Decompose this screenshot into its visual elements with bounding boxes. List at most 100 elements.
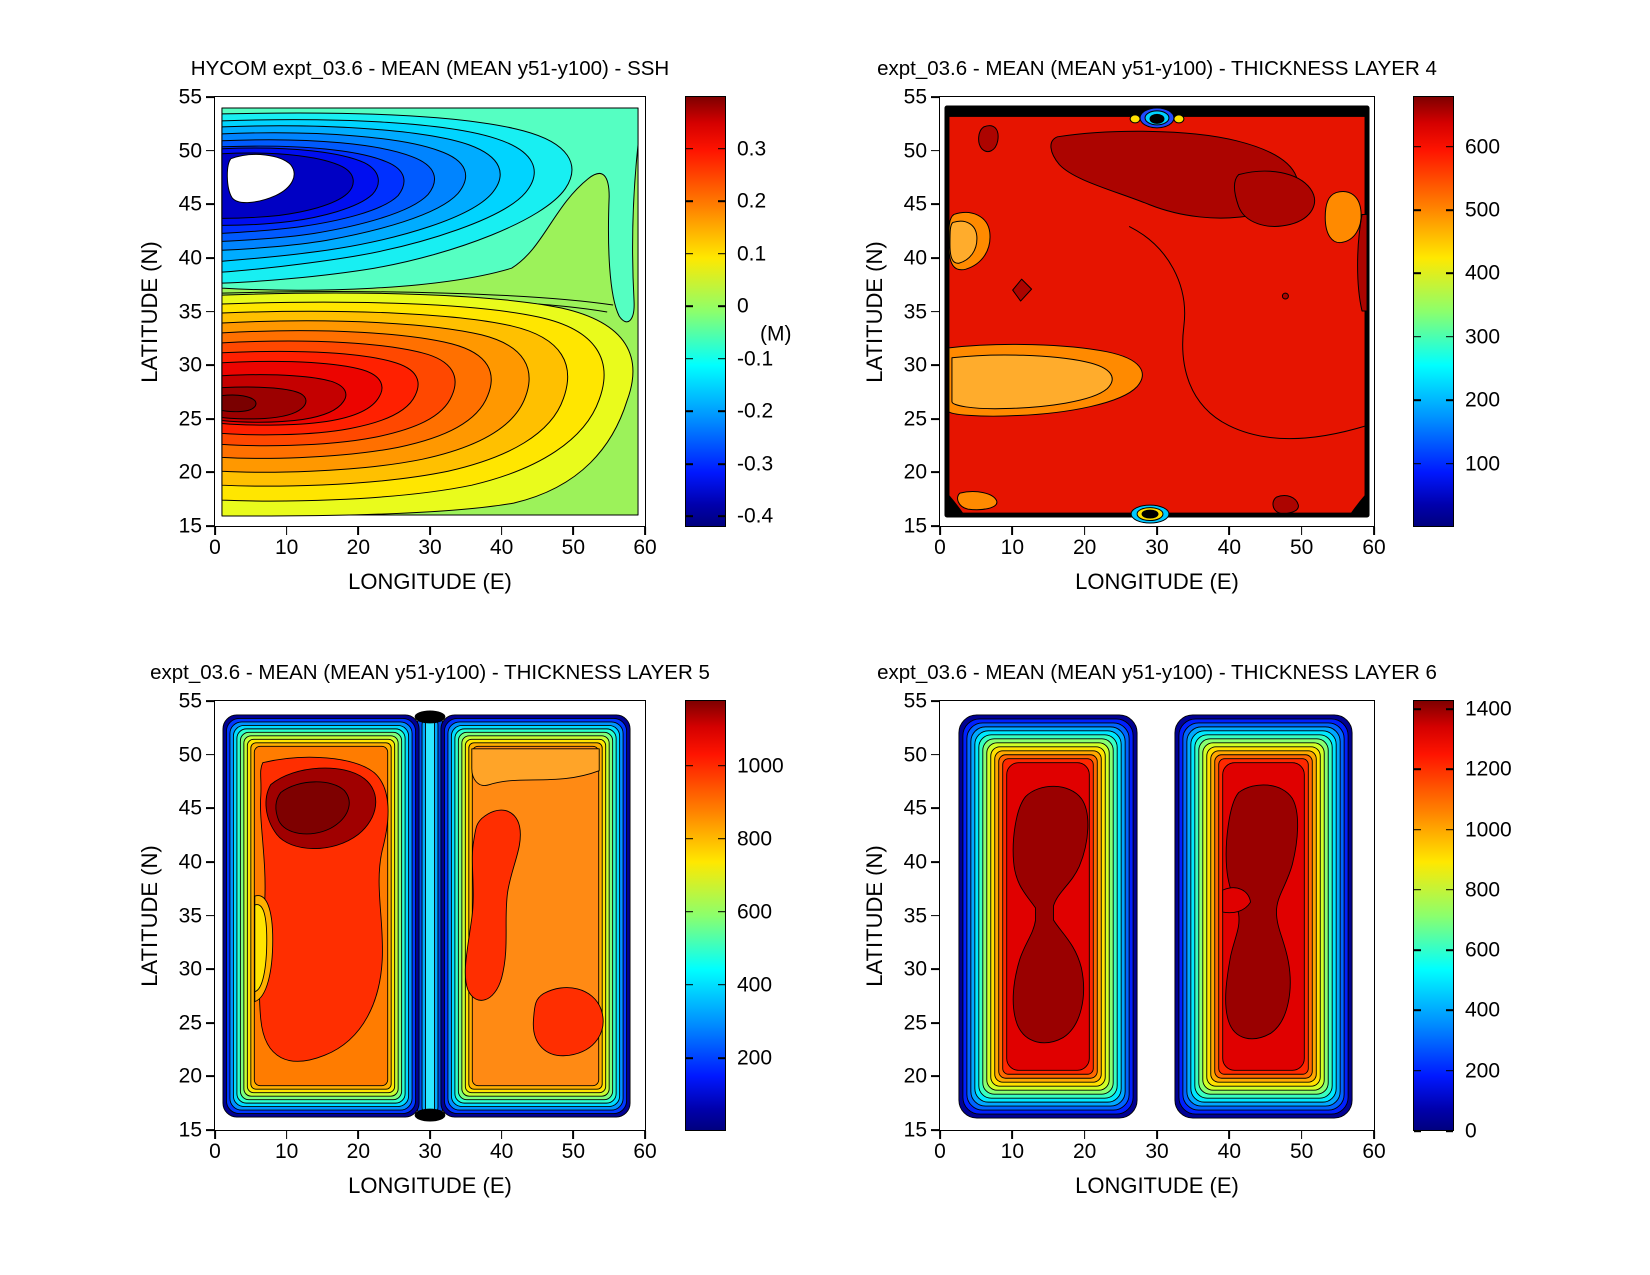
x-tick-mark: [1156, 1131, 1158, 1139]
y-tick-mark: [931, 753, 939, 756]
colorbar-tick-label: 300: [1465, 325, 1501, 349]
y-tick-label: 20: [903, 460, 927, 484]
panel-ssh: HYCOM expt_03.6 - MEAN (MEAN y51-y100) -…: [137, 57, 791, 594]
y-axis-label: LATITUDE (N): [137, 240, 162, 383]
y-tick-label: 55: [178, 85, 202, 109]
colorbar-tick-mark: [686, 358, 693, 360]
plot-title: HYCOM expt_03.6 - MEAN (MEAN y51-y100) -…: [190, 57, 670, 80]
y-tick-mark: [206, 914, 214, 917]
y-tick-label: 55: [903, 85, 927, 109]
y-tick-label: 40: [178, 850, 202, 874]
colorbar: 1400 1200 1000 800 600 400 200 0: [1413, 699, 1512, 1142]
colorbar-tick-mark: [718, 1057, 725, 1059]
colorbar-tick-mark: [1414, 209, 1421, 211]
y-tick-mark: [206, 256, 214, 259]
colorbar-tick-mark: [718, 515, 725, 518]
colorbar-tick-label: 200: [737, 1046, 773, 1070]
x-tick-label: 40: [489, 1140, 514, 1163]
y-tick-label: 30: [903, 957, 927, 981]
x-tick-mark: [500, 527, 503, 535]
colorbar-tick-mark: [1446, 1009, 1453, 1012]
colorbar-tick-mark: [718, 305, 725, 308]
x-axis-label: LONGITUDE (E): [348, 1173, 512, 1198]
y-tick-label: 45: [903, 796, 927, 820]
colorbar-tick-mark: [1446, 889, 1453, 891]
colorbar-tick-mark: [718, 252, 725, 255]
colorbar-tick-mark: [718, 358, 725, 360]
colorbar-tick-mark: [686, 837, 693, 840]
panel-thickness-layer-4: expt_03.6 - MEAN (MEAN y51-y100) - THICK…: [862, 57, 1500, 594]
y-tick-mark: [931, 968, 939, 971]
x-tick-label: 30: [1145, 1140, 1169, 1163]
colorbar-tick-mark: [1414, 1009, 1421, 1012]
x-tick-label: 50: [1289, 1140, 1314, 1163]
layer6-contour-field: [958, 714, 1353, 1119]
layer4-contour-field: [944, 105, 1370, 524]
x-tick-mark: [572, 527, 575, 535]
x-tick-label: 60: [1362, 1140, 1386, 1163]
colorbar-tick-mark: [1446, 272, 1453, 275]
x-tick-label: 20: [1072, 536, 1097, 559]
colorbar-tick-label: 600: [737, 900, 773, 924]
y-tick-mark: [931, 700, 939, 702]
colorbar-tick-label: 800: [737, 827, 773, 851]
colorbar-tick-label: 600: [1465, 135, 1501, 159]
x-tick-mark: [1300, 1131, 1303, 1139]
y-tick-label: 20: [903, 1064, 927, 1088]
colorbar-tick-label: 1400: [1465, 697, 1512, 721]
colorbar: 1000 800 600 400 200: [685, 700, 784, 1131]
colorbar-tick-mark: [686, 410, 693, 413]
y-tick-mark: [206, 310, 214, 313]
colorbar-tick-label: 400: [737, 973, 773, 997]
y-tick-label: 25: [903, 1011, 927, 1035]
x-tick-mark: [429, 1131, 431, 1139]
colorbar-tick-mark: [686, 515, 693, 518]
y-tick-mark: [206, 968, 214, 971]
y-tick-label: 20: [178, 460, 202, 484]
y-tick-label: 55: [903, 689, 927, 713]
x-tick-label: 30: [418, 536, 442, 559]
y-tick-label: 35: [178, 300, 202, 323]
colorbar-tick-mark: [1414, 462, 1421, 465]
colorbar-tick-mark: [686, 911, 693, 913]
colorbar-tick-mark: [718, 911, 725, 913]
y-tick-mark: [206, 203, 214, 206]
x-tick-label: 0: [934, 536, 946, 559]
colorbar-tick-mark: [718, 410, 725, 413]
y-tick-label: 25: [178, 407, 202, 431]
colorbar-tick-mark: [1446, 336, 1453, 338]
panel-thickness-layer-6: expt_03.6 - MEAN (MEAN y51-y100) - THICK…: [862, 661, 1512, 1198]
y-tick-label: 25: [178, 1011, 202, 1035]
x-tick-label: 50: [561, 1140, 586, 1163]
y-axis-label: LATITUDE (N): [862, 844, 887, 987]
y-tick-mark: [206, 417, 214, 420]
y-tick-mark: [931, 310, 939, 313]
y-tick-label: 45: [178, 796, 202, 820]
colorbar-tick-mark: [1446, 1069, 1453, 1072]
x-tick-mark: [939, 1131, 941, 1139]
y-tick-label: 50: [178, 743, 202, 767]
x-tick-mark: [357, 1131, 360, 1139]
y-tick-label: 30: [178, 353, 202, 377]
y-tick-mark: [206, 1075, 214, 1078]
y-tick-mark: [931, 256, 939, 259]
plot-area: 0 10 20 30 40 50 60 15 20 25 30 35 40 45 50 55: [904, 691, 1386, 1163]
colorbar-tick-label: 500: [1465, 198, 1501, 222]
y-tick-label: 55: [178, 689, 202, 713]
x-tick-mark: [1228, 527, 1231, 535]
colorbar-gradient: [685, 96, 726, 527]
colorbar-tick-mark: [686, 305, 693, 308]
y-tick-mark: [931, 914, 939, 917]
x-axis-label: LONGITUDE (E): [1075, 1173, 1239, 1198]
x-tick-label: 40: [1217, 1140, 1242, 1163]
colorbar-tick-mark: [1446, 768, 1453, 771]
y-tick-mark: [206, 753, 214, 756]
x-tick-mark: [1011, 1131, 1014, 1139]
x-tick-label: 60: [633, 1140, 657, 1163]
colorbar-tick-mark: [686, 1057, 693, 1059]
colorbar-tick-label: 1000: [737, 754, 784, 778]
colorbar-tick-mark: [1414, 828, 1421, 831]
y-tick-label: 45: [903, 192, 927, 216]
x-tick-mark: [214, 527, 216, 535]
x-tick-mark: [1228, 1131, 1231, 1139]
